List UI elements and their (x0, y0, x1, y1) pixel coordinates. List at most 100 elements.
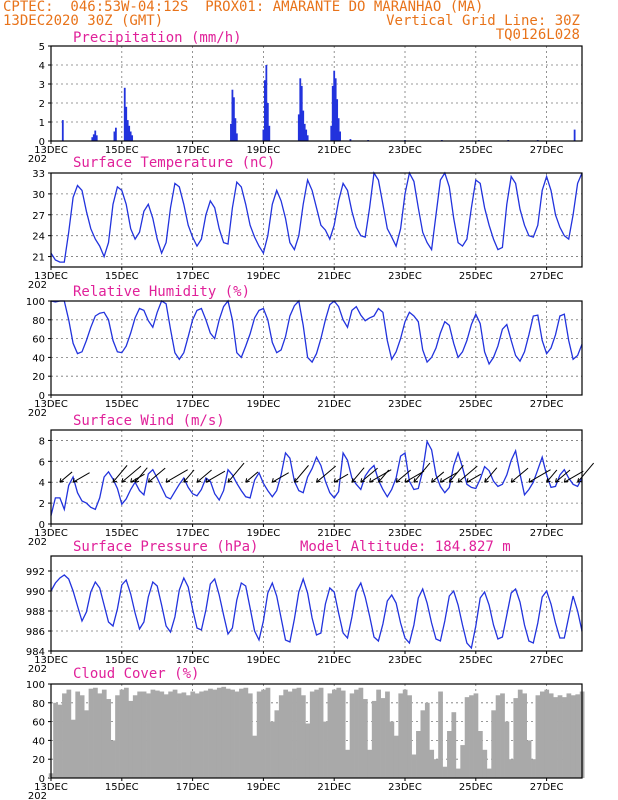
panel-frame (50, 555, 583, 652)
y-tick-label: 0 (39, 520, 45, 531)
cloud-bar (460, 745, 466, 778)
cloud-bar (557, 695, 563, 778)
panel-1: 0 1 2 3 4 5 13DEC 15DEC 17DEC 19DEC 21DEC 23DEC 25DE… (28, 30, 583, 165)
precip-bar (230, 123, 232, 141)
cloud-bar (70, 719, 76, 778)
wind-vector (333, 473, 349, 483)
wind-arrowhead (413, 478, 418, 483)
cloud-bar (566, 693, 572, 778)
wind-vector (316, 465, 336, 483)
x-tick-label: 23DEC (388, 528, 422, 539)
precip-bar (331, 85, 334, 141)
wind-arrowhead (528, 478, 534, 483)
cloud-bar (190, 691, 196, 778)
cloud-bar (398, 693, 404, 778)
wind-arrowhead (72, 478, 78, 483)
x-tick-label: 27DEC (530, 271, 564, 282)
cloud-bar (146, 693, 151, 778)
cloud-bar (491, 710, 497, 778)
x-tick-label: 27DEC (530, 528, 564, 539)
cloud-bar (517, 689, 523, 778)
x-tick-label: 27DEC (530, 399, 564, 410)
series-line (50, 574, 583, 650)
panel-title: Surface Temperature (nC) (73, 155, 275, 171)
wind-arrowhead (369, 478, 374, 483)
cloud-bar (522, 693, 527, 778)
y-tick-label: 33 (32, 169, 45, 180)
wind-vector (555, 469, 571, 483)
y-tick-label: 0 (39, 391, 45, 402)
cloud-bar (110, 740, 116, 778)
precip-bar (330, 125, 333, 141)
y-tick-label: 986 (26, 627, 45, 638)
wind-vector (293, 465, 309, 483)
cloud-bar (438, 691, 443, 778)
cloud-bar (115, 695, 120, 778)
wind-vector (528, 469, 551, 483)
series-line (50, 299, 583, 366)
y-tick-label: 100 (26, 297, 45, 308)
x-tick-label: 19DEC (247, 271, 281, 282)
x-tick-label: 27DEC (530, 655, 564, 666)
precip-bar (302, 110, 305, 141)
wind-vector (59, 471, 73, 483)
wind-arrowhead (59, 478, 64, 483)
cloud-bar (278, 695, 284, 778)
wind-arrowhead (457, 478, 463, 483)
x-tick-label: 23DEC (388, 655, 422, 666)
y-tick-label: 988 (26, 607, 45, 618)
y-tick-label: 20 (32, 755, 45, 766)
cloud-bar (482, 749, 488, 778)
wind-arrowhead (147, 478, 153, 483)
precip-bar (126, 120, 129, 141)
cloud-bar (354, 689, 359, 778)
header-line-2: 13DEC2020 30Z (GMT) (3, 13, 164, 29)
x-tick-label: 13DEC (34, 145, 68, 156)
cloud-bar (318, 687, 324, 778)
wind-arrowhead (333, 478, 339, 483)
y-tick-label: 2 (39, 499, 45, 510)
wind-arrowhead (484, 478, 489, 483)
cloud-bar (380, 698, 386, 778)
x-tick-label: 15DEC (105, 271, 139, 282)
cloud-bar (526, 740, 532, 778)
wind-vector (121, 465, 142, 483)
precip-bar (129, 131, 132, 141)
cloud-bar (548, 693, 554, 778)
wind-vector (413, 462, 431, 483)
precip-bar (266, 103, 269, 141)
cloud-bar (137, 691, 143, 778)
wind-vector (245, 471, 259, 483)
cloud-bar (185, 695, 191, 778)
cloud-bar (323, 721, 328, 778)
cloud-bar (420, 710, 426, 778)
precip-bar (349, 139, 352, 141)
header-grid-line: Vertical Grid Line: 30Z (386, 13, 580, 29)
cloud-bar (544, 689, 550, 778)
y-tick-label: 0 (39, 137, 45, 148)
y-tick-label: 6 (39, 457, 45, 468)
wind-arrowhead (563, 478, 569, 483)
wind-vector (134, 467, 148, 483)
y-tick-label: 990 (26, 587, 45, 598)
wind-vector (112, 465, 128, 483)
cloud-bar (221, 686, 227, 778)
precip-bar (297, 114, 300, 141)
cloud-bar (252, 735, 258, 778)
y-tick-label: 0 (39, 774, 45, 785)
x-year-label: 202 (28, 408, 47, 419)
wind-vector (148, 467, 166, 483)
cloud-bar (150, 689, 156, 778)
wind-vector (360, 467, 378, 483)
x-tick-label: 21DEC (317, 145, 351, 156)
cloud-bar (79, 695, 85, 778)
y-tick-label: 80 (32, 699, 45, 710)
precip-bar (125, 106, 128, 141)
panel-title: Relative Humidity (%) (73, 284, 250, 300)
y-tick-label: 60 (32, 335, 45, 346)
cloud-bar (411, 754, 417, 778)
x-tick-label: 25DEC (459, 782, 493, 793)
x-tick-label: 21DEC (317, 782, 351, 793)
cloud-bar (247, 693, 253, 778)
cloud-bar (327, 693, 333, 778)
